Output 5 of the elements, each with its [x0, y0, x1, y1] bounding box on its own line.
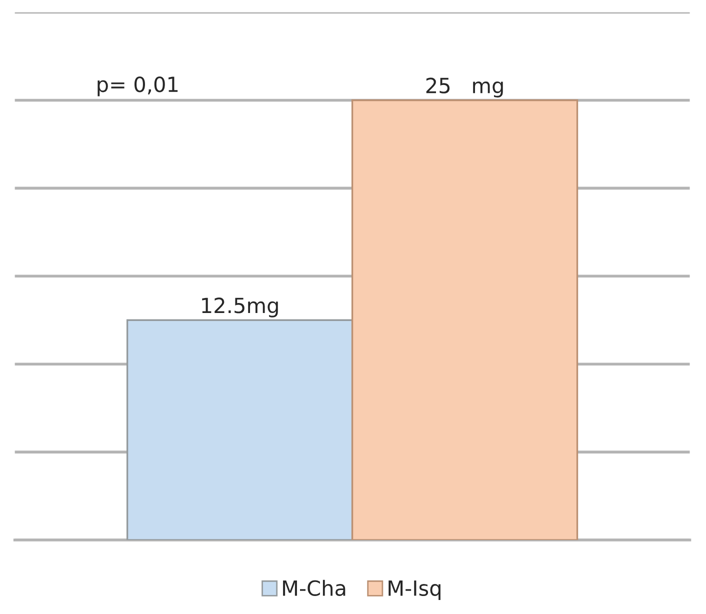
annotation: p= 0,01: [98, 76, 178, 96]
data-label: 12.5mg: [202, 298, 278, 318]
data-label: 25 mg: [426, 78, 503, 98]
legend-label: M-Isq: [388, 580, 440, 600]
legend-label: M-Cha: [283, 580, 346, 596]
